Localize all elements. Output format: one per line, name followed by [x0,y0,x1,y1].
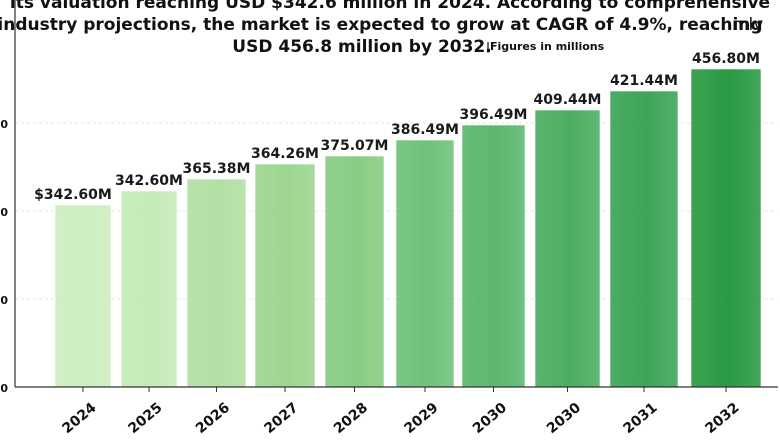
data-label: 421.44M [610,73,678,89]
data-label: 456.80M [692,51,760,67]
y-tick-label: 0 [0,206,8,219]
data-label: 342.60M [115,173,183,189]
bar-2031 [609,90,679,388]
data-label: 375.07M [321,138,389,154]
bar-2025 [120,190,178,388]
bar-2030 [534,109,601,388]
x-tick-label: 2032 [702,400,742,437]
x-tick-label: 2025 [125,400,165,437]
chart-title: its valuation reaching USD $342.6 millio… [0,0,770,57]
x-tick-label: 2029 [401,400,441,437]
x-tick-label: 2030 [544,400,584,437]
bar-2026 [186,178,247,388]
title-line-1: its valuation reaching USD $342.6 millio… [10,0,770,13]
x-tick-label: 2026 [193,400,233,437]
x-tick-label: 2030 [470,400,510,437]
x-tick-label: 2027 [261,400,301,437]
figures-note: |Figures in millions [486,40,605,53]
data-label: 396.49M [460,107,528,123]
data-label: 386.49M [391,122,459,138]
y-tick-label: 0 [0,382,8,395]
data-label: 364.26M [251,146,319,162]
bars-layer [54,68,762,388]
title-side-text: mly [732,15,763,35]
bar-2024 [54,204,112,388]
bar-2029 [395,139,455,388]
bar-2030 [461,124,526,388]
data-label: 365.38M [183,161,251,177]
x-tick-label: 2024 [59,400,99,437]
data-label: $342.60M [34,187,112,203]
y-tick-label: 0 [0,294,8,307]
y-tick-label: 0 [0,118,8,131]
y-axis: 0 0 0 0 [0,0,16,395]
title-line-2: industry projections, the market is expe… [0,15,763,35]
x-tick-label: 2031 [620,400,660,437]
title-line-3: USD 456.8 million by 2032. [232,37,491,57]
bar-2028 [324,155,385,388]
data-label: 409.44M [534,92,602,108]
bar-2032 [690,68,762,388]
bar-2027 [254,163,316,388]
x-tick-label: 2028 [331,400,371,437]
x-axis: 2024 2025 2026 2027 2028 2029 2030 2030 2031 2032 [15,386,778,437]
